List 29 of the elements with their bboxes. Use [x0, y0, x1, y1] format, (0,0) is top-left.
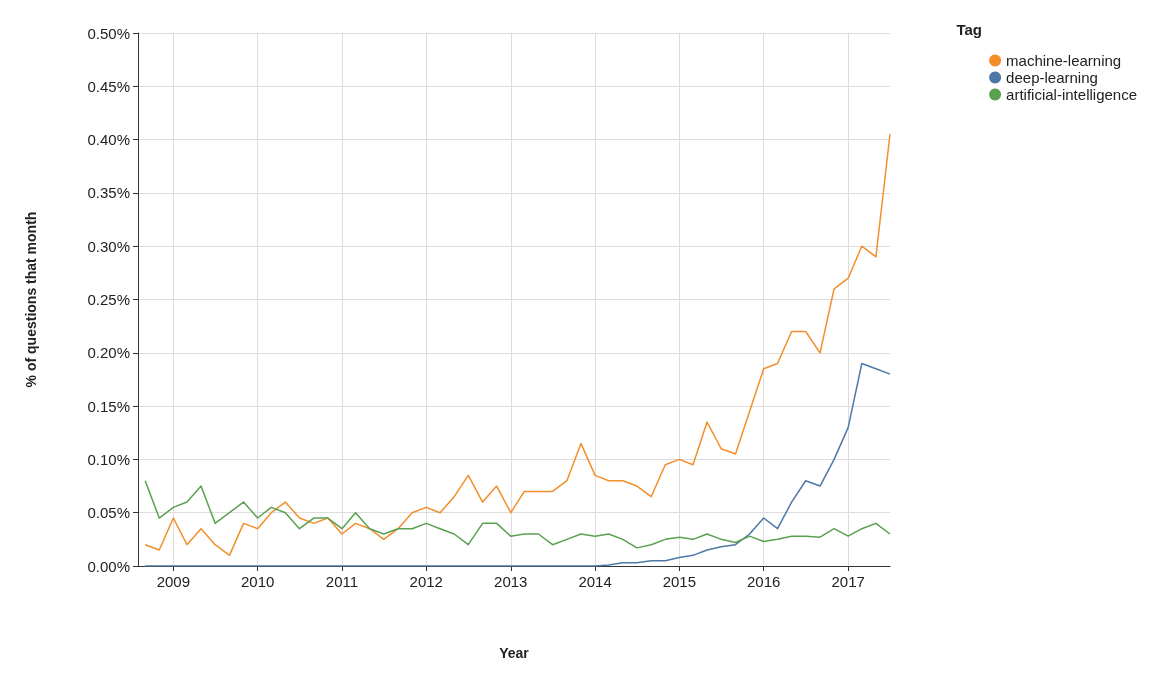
x-axis-title: Year: [499, 645, 530, 661]
x-tick-label: 2015: [662, 573, 697, 590]
y-tick-label: 0.20%: [87, 344, 130, 362]
legend-label: machine-learning: [1006, 52, 1122, 69]
x-tick-label: 2011: [325, 573, 359, 590]
legend-title: Tag: [956, 21, 983, 38]
y-tick-label: 0.50%: [87, 24, 130, 42]
x-tick-label: 2009: [156, 573, 191, 590]
x-tick-label: 2016: [746, 573, 781, 590]
x-tick-label: 2014: [578, 573, 612, 590]
x-tick-label: 2013: [494, 573, 528, 590]
y-tick-label: 0.35%: [87, 184, 130, 202]
y-axis-title: % of questions that month: [23, 211, 39, 388]
line-series: [144, 479, 891, 549]
line-series: [144, 133, 891, 557]
x-tick-label: 2012: [409, 573, 443, 590]
x-tick-label: 2017: [831, 573, 865, 590]
x-tick-label: 2010: [240, 573, 275, 590]
y-tick-label: 0.45%: [87, 77, 130, 95]
line-series: [144, 362, 891, 567]
y-tick-label: 0.15%: [87, 397, 130, 415]
y-tick-label: 0.40%: [87, 131, 130, 149]
y-tick-label: 0.30%: [87, 237, 130, 255]
legend-label: artificial-intelligence: [1006, 86, 1138, 103]
y-tick-label: 0.05%: [87, 504, 130, 522]
y-tick-label: 0.00%: [87, 557, 130, 575]
y-tick-label: 0.10%: [87, 450, 130, 468]
legend-label: deep-learning: [1006, 69, 1098, 86]
y-tick-label: 0.25%: [87, 291, 130, 308]
